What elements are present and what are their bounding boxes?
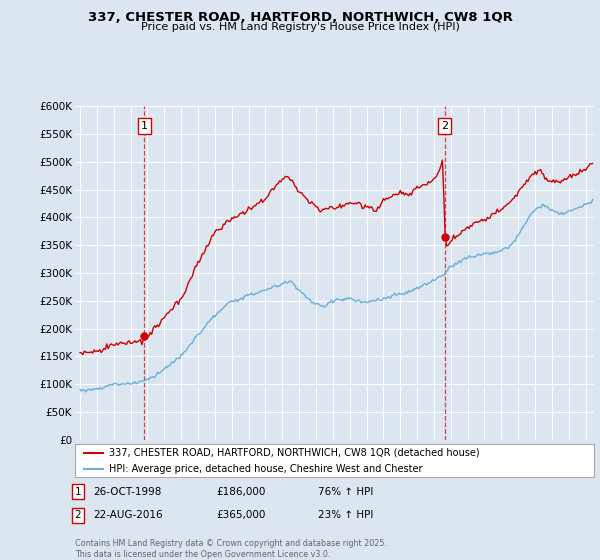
Text: 1: 1: [74, 487, 82, 497]
Text: 76% ↑ HPI: 76% ↑ HPI: [318, 487, 373, 497]
Text: 26-OCT-1998: 26-OCT-1998: [93, 487, 161, 497]
Text: Contains HM Land Registry data © Crown copyright and database right 2025.
This d: Contains HM Land Registry data © Crown c…: [75, 539, 387, 559]
Text: £186,000: £186,000: [216, 487, 265, 497]
Text: 2: 2: [441, 121, 448, 131]
Text: 337, CHESTER ROAD, HARTFORD, NORTHWICH, CW8 1QR: 337, CHESTER ROAD, HARTFORD, NORTHWICH, …: [88, 11, 512, 24]
Text: £365,000: £365,000: [216, 510, 265, 520]
Text: 23% ↑ HPI: 23% ↑ HPI: [318, 510, 373, 520]
Text: 22-AUG-2016: 22-AUG-2016: [93, 510, 163, 520]
Text: HPI: Average price, detached house, Cheshire West and Chester: HPI: Average price, detached house, Ches…: [109, 464, 422, 474]
Text: 1: 1: [141, 121, 148, 131]
Text: 2: 2: [74, 510, 82, 520]
Text: Price paid vs. HM Land Registry's House Price Index (HPI): Price paid vs. HM Land Registry's House …: [140, 22, 460, 32]
Text: 337, CHESTER ROAD, HARTFORD, NORTHWICH, CW8 1QR (detached house): 337, CHESTER ROAD, HARTFORD, NORTHWICH, …: [109, 448, 479, 458]
